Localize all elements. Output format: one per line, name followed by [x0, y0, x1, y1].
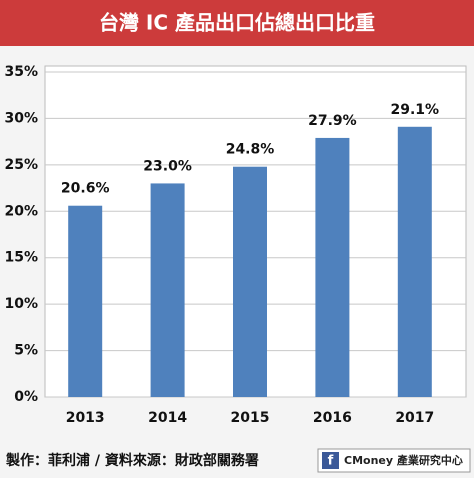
- credit: 製作：菲利浦 / 資料來源：財政部關務署: [5, 452, 259, 469]
- value-label: 20.6%: [61, 181, 110, 197]
- value-label: 29.1%: [391, 102, 440, 118]
- bar: [150, 183, 185, 397]
- x-tick-label: 2015: [231, 410, 270, 426]
- value-label: 27.9%: [308, 113, 357, 129]
- y-tick-label: 25%: [4, 157, 38, 173]
- title-banner: [0, 0, 474, 46]
- bar: [397, 126, 432, 398]
- x-tick-label: 2016: [313, 410, 352, 426]
- y-tick-label: 35%: [4, 64, 38, 80]
- logo-text: CMoney 產業研究中心: [344, 453, 463, 467]
- y-tick-label: 5%: [14, 343, 38, 359]
- y-tick-label: 30%: [4, 110, 38, 126]
- value-label: 23.0%: [143, 158, 192, 174]
- y-tick-label: 15%: [4, 250, 38, 266]
- bar: [68, 205, 103, 397]
- x-tick-label: 2013: [66, 410, 105, 426]
- y-tick-label: 20%: [4, 203, 38, 219]
- bar: [315, 137, 350, 397]
- value-label: 24.8%: [226, 142, 275, 158]
- x-tick-label: 2014: [148, 410, 187, 426]
- x-tick-label: 2017: [395, 410, 434, 426]
- y-tick-label: 10%: [4, 296, 38, 312]
- logo-box: [317, 448, 471, 473]
- chart-title: 台灣 IC 產品出口佔總出口比重: [99, 11, 375, 35]
- y-tick-label: 0%: [14, 389, 38, 405]
- logo-icon-bg: [322, 452, 339, 469]
- bar: [233, 166, 267, 397]
- logo-icon: f: [328, 454, 334, 469]
